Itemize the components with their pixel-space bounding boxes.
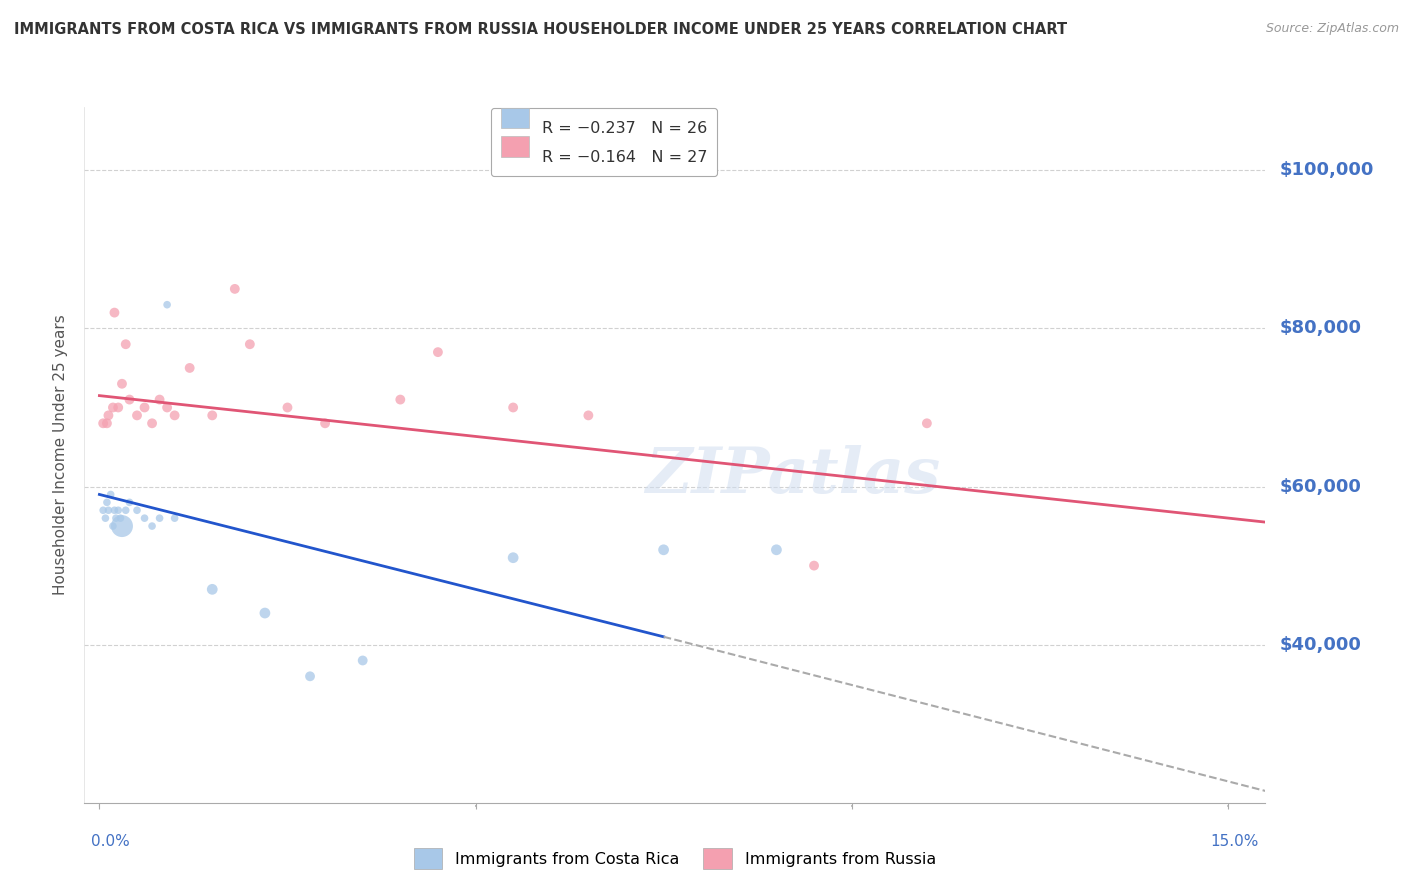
Text: Source: ZipAtlas.com: Source: ZipAtlas.com bbox=[1265, 22, 1399, 36]
Point bbox=[163, 409, 186, 423]
Point bbox=[149, 392, 172, 407]
Y-axis label: Householder Income Under 25 years: Householder Income Under 25 years bbox=[53, 315, 69, 595]
Text: ZIPatlas: ZIPatlas bbox=[645, 445, 941, 507]
Point bbox=[125, 409, 148, 423]
Point bbox=[110, 511, 132, 525]
Text: $60,000: $60,000 bbox=[1279, 477, 1361, 496]
Point bbox=[101, 401, 124, 415]
Point bbox=[125, 503, 148, 517]
Point bbox=[276, 401, 298, 415]
Point bbox=[91, 417, 114, 431]
Text: $80,000: $80,000 bbox=[1279, 319, 1361, 337]
Point bbox=[96, 495, 118, 509]
Point bbox=[201, 409, 224, 423]
Point bbox=[163, 511, 186, 525]
Point bbox=[118, 495, 141, 509]
Point bbox=[299, 669, 322, 683]
Point bbox=[97, 503, 120, 517]
Point bbox=[134, 511, 156, 525]
Point bbox=[149, 511, 172, 525]
Point bbox=[652, 542, 675, 557]
Point bbox=[803, 558, 825, 573]
Point bbox=[107, 503, 129, 517]
Point bbox=[96, 417, 118, 431]
Point bbox=[114, 503, 136, 517]
Point bbox=[103, 305, 125, 319]
Point bbox=[352, 653, 374, 667]
Text: IMMIGRANTS FROM COSTA RICA VS IMMIGRANTS FROM RUSSIA HOUSEHOLDER INCOME UNDER 25: IMMIGRANTS FROM COSTA RICA VS IMMIGRANTS… bbox=[14, 22, 1067, 37]
Point bbox=[101, 519, 124, 533]
Point bbox=[576, 409, 599, 423]
Point bbox=[389, 392, 412, 407]
Point bbox=[97, 409, 120, 423]
Point bbox=[502, 550, 524, 565]
Point bbox=[134, 401, 156, 415]
Point bbox=[141, 417, 163, 431]
Point bbox=[239, 337, 262, 351]
Point bbox=[118, 392, 141, 407]
Point bbox=[94, 511, 117, 525]
Legend: R = −0.237   N = 26, R = −0.164   N = 27: R = −0.237 N = 26, R = −0.164 N = 27 bbox=[491, 108, 717, 177]
Point bbox=[314, 417, 336, 431]
Point bbox=[156, 401, 179, 415]
Point bbox=[100, 487, 122, 501]
Point bbox=[141, 519, 163, 533]
Point bbox=[179, 361, 201, 376]
Point bbox=[91, 503, 114, 517]
Point bbox=[765, 542, 787, 557]
Point bbox=[104, 511, 127, 525]
Point bbox=[253, 606, 276, 620]
Point bbox=[103, 503, 125, 517]
Point bbox=[156, 298, 179, 312]
Point bbox=[915, 417, 938, 431]
Text: 0.0%: 0.0% bbox=[91, 834, 131, 849]
Text: $40,000: $40,000 bbox=[1279, 636, 1361, 654]
Point bbox=[201, 582, 224, 597]
Point bbox=[114, 337, 136, 351]
Point bbox=[111, 519, 134, 533]
Text: $100,000: $100,000 bbox=[1279, 161, 1374, 179]
Point bbox=[426, 345, 449, 359]
Point bbox=[502, 401, 524, 415]
Text: 15.0%: 15.0% bbox=[1211, 834, 1258, 849]
Point bbox=[107, 401, 129, 415]
Point bbox=[111, 376, 134, 391]
Point bbox=[224, 282, 246, 296]
Legend: Immigrants from Costa Rica, Immigrants from Russia: Immigrants from Costa Rica, Immigrants f… bbox=[408, 842, 942, 875]
